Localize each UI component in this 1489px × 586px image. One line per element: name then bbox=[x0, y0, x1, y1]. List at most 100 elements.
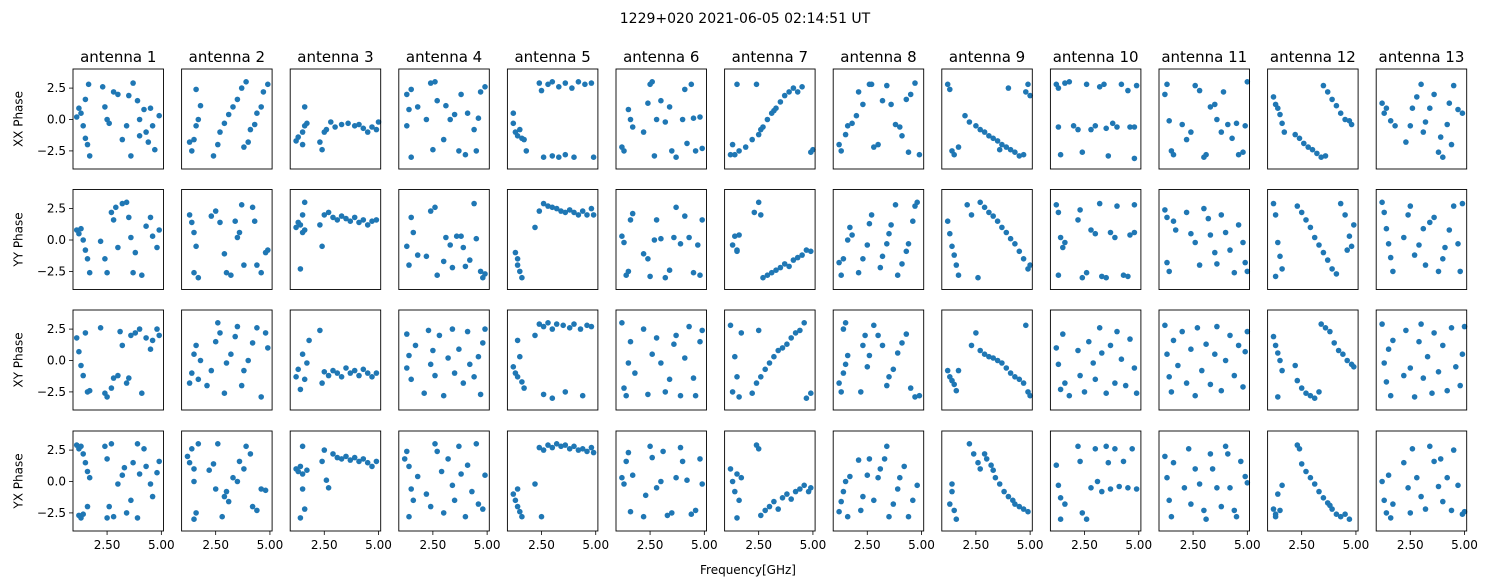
data-point bbox=[356, 372, 362, 379]
data-point bbox=[1381, 360, 1387, 366]
axes-frame bbox=[724, 189, 816, 290]
data-point bbox=[619, 233, 625, 239]
data-point bbox=[475, 115, 482, 121]
data-point bbox=[951, 151, 957, 158]
data-point bbox=[1162, 453, 1168, 460]
data-point bbox=[186, 139, 193, 145]
data-point bbox=[540, 323, 547, 330]
data-point bbox=[1027, 92, 1033, 99]
data-point bbox=[699, 217, 705, 223]
data-point bbox=[1016, 153, 1023, 159]
data-point bbox=[951, 381, 957, 388]
data-point bbox=[254, 325, 260, 331]
data-point bbox=[1079, 510, 1086, 516]
data-point bbox=[1292, 362, 1298, 369]
data-point bbox=[884, 382, 890, 389]
data-point bbox=[566, 325, 573, 331]
data-point bbox=[840, 488, 847, 495]
axes-frame bbox=[1267, 430, 1359, 532]
data-point bbox=[905, 149, 912, 155]
data-point bbox=[1305, 144, 1311, 150]
axes-frame bbox=[724, 430, 816, 532]
data-point bbox=[562, 209, 569, 216]
data-point bbox=[1007, 370, 1014, 376]
data-point bbox=[1112, 234, 1118, 241]
data-point bbox=[221, 251, 228, 257]
data-point bbox=[532, 481, 538, 487]
data-point bbox=[141, 106, 147, 113]
data-point bbox=[1099, 273, 1105, 280]
data-point bbox=[986, 353, 992, 360]
data-point bbox=[1298, 461, 1305, 467]
data-point bbox=[582, 81, 588, 88]
axes-frame bbox=[72, 68, 164, 170]
data-point bbox=[1333, 102, 1340, 109]
data-point bbox=[1099, 488, 1105, 495]
data-point bbox=[156, 227, 162, 233]
data-point bbox=[538, 513, 545, 520]
data-point bbox=[475, 501, 482, 507]
data-point bbox=[951, 507, 957, 514]
figure-title: 1229+020 2021-06-05 02:14:51 UT bbox=[620, 11, 871, 27]
data-point bbox=[849, 120, 855, 127]
data-point bbox=[102, 255, 108, 262]
data-point bbox=[1227, 332, 1233, 339]
data-point bbox=[115, 481, 121, 487]
data-point bbox=[1427, 219, 1433, 226]
axes-frame bbox=[941, 68, 1033, 170]
data-point bbox=[758, 126, 764, 133]
data-point bbox=[955, 144, 962, 150]
data-point bbox=[1390, 268, 1396, 275]
axes-frame bbox=[724, 309, 816, 411]
data-point bbox=[1023, 89, 1029, 95]
data-point bbox=[1422, 262, 1429, 268]
data-point bbox=[238, 85, 245, 91]
x-tick-label: 5.00 bbox=[1017, 538, 1044, 552]
x-tick-label: 2.50 bbox=[1397, 538, 1424, 552]
data-point bbox=[510, 491, 517, 497]
data-point bbox=[193, 86, 199, 93]
axes-frame bbox=[72, 430, 164, 532]
data-point bbox=[692, 148, 699, 154]
data-point bbox=[532, 224, 538, 231]
data-point bbox=[1103, 443, 1109, 450]
data-point bbox=[771, 107, 777, 114]
data-point bbox=[1007, 146, 1014, 153]
data-point bbox=[1081, 389, 1088, 395]
data-point bbox=[1192, 239, 1198, 246]
data-point bbox=[406, 106, 412, 113]
data-point bbox=[423, 491, 430, 497]
data-point bbox=[82, 247, 89, 253]
data-point bbox=[258, 486, 265, 492]
data-point bbox=[1431, 91, 1437, 98]
data-point bbox=[1233, 120, 1240, 127]
data-point bbox=[445, 456, 451, 462]
data-point bbox=[1320, 249, 1327, 256]
column-title: antenna 6 bbox=[623, 48, 699, 66]
data-point bbox=[1060, 244, 1066, 251]
data-point bbox=[82, 96, 89, 103]
data-point bbox=[76, 348, 82, 355]
data-point bbox=[427, 361, 434, 368]
data-point bbox=[1318, 154, 1324, 160]
data-point bbox=[1075, 126, 1081, 133]
data-point bbox=[221, 390, 228, 397]
column-title: antenna 1 bbox=[80, 48, 156, 66]
data-point bbox=[1075, 443, 1081, 450]
data-point bbox=[73, 335, 80, 341]
data-point bbox=[128, 153, 134, 159]
data-point bbox=[1179, 328, 1185, 335]
data-point bbox=[152, 146, 158, 153]
data-point bbox=[76, 105, 82, 111]
data-point bbox=[1164, 214, 1170, 221]
data-point bbox=[1164, 81, 1170, 88]
data-point bbox=[1222, 357, 1229, 364]
data-point bbox=[86, 474, 93, 481]
data-point bbox=[1168, 513, 1175, 520]
data-point bbox=[330, 367, 336, 374]
data-point bbox=[994, 138, 1001, 144]
data-point bbox=[755, 446, 762, 452]
data-point bbox=[562, 442, 569, 448]
data-point bbox=[84, 468, 91, 475]
data-point bbox=[1066, 79, 1073, 85]
